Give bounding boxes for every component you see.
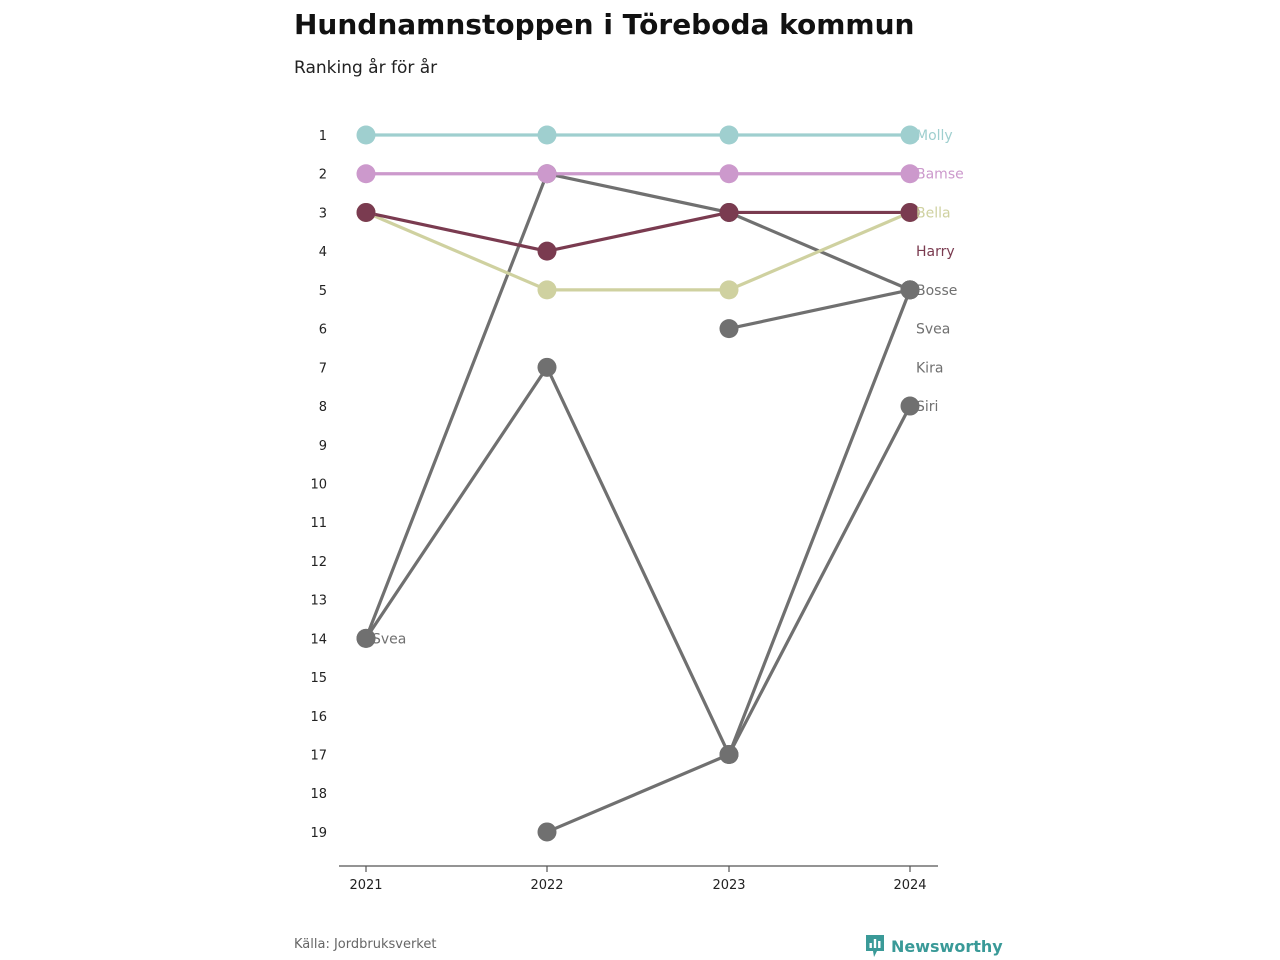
data-point-siri: [719, 745, 739, 765]
chart-title: Hundnamnstoppen i Töreboda kommun: [294, 8, 915, 41]
brand-logo: Newsworthy: [865, 934, 1003, 958]
y-tick-label: 18: [310, 787, 327, 802]
end-label-svea: Svea: [916, 322, 950, 338]
data-point-harry: [356, 202, 376, 222]
series-line-harry: [364, 210, 912, 253]
y-tick-label: 17: [310, 749, 327, 764]
end-label-bamse: Bamse: [916, 167, 964, 183]
series-line-siri: [364, 365, 912, 757]
y-tick-label: 12: [310, 555, 327, 570]
data-point-kira: [900, 280, 920, 300]
data-point-harry: [537, 241, 557, 261]
data-point-bella: [719, 280, 739, 300]
source-note: Källa: Jordbruksverket: [294, 937, 437, 952]
data-point-svea: [719, 319, 739, 339]
data-point-kira: [537, 822, 557, 842]
data-point-harry: [719, 202, 739, 222]
newsworthy-logo-icon: [866, 935, 884, 957]
data-point-bamse: [719, 164, 739, 184]
data-point-siri: [356, 628, 376, 648]
data-point-molly: [537, 125, 557, 145]
y-tick-label: 8: [319, 400, 327, 415]
y-tick-label: 10: [310, 477, 327, 492]
end-label-harry: Harry: [916, 244, 955, 260]
series-line-bosse: [364, 172, 912, 640]
y-tick-label: 2: [319, 168, 327, 183]
y-tick-label: 5: [319, 284, 327, 299]
data-point-bamse: [356, 164, 376, 184]
data-point-bella: [537, 280, 557, 300]
x-tick-label: 2024: [893, 878, 926, 893]
y-tick-label: 14: [310, 632, 327, 647]
data-point-siri: [900, 396, 920, 416]
y-tick-label: 16: [310, 710, 327, 725]
y-tick-label: 19: [310, 826, 327, 841]
series-line-svea: [727, 288, 912, 331]
y-tick-label: 6: [319, 323, 327, 338]
x-tick-label: 2021: [349, 878, 382, 893]
end-label-kira: Kira: [916, 360, 943, 376]
x-tick-label: 2022: [530, 878, 563, 893]
y-tick-label: 4: [319, 245, 327, 260]
y-tick-label: 9: [319, 439, 327, 454]
y-tick-label: 11: [310, 516, 327, 531]
data-point-molly: [900, 125, 920, 145]
data-point-bamse: [537, 164, 557, 184]
end-label-siri: Siri: [916, 399, 938, 415]
y-tick-label: 1: [319, 129, 327, 144]
data-point-bamse: [900, 164, 920, 184]
y-tick-label: 13: [310, 594, 327, 609]
y-tick-label: 7: [319, 361, 327, 376]
end-label-bosse: Bosse: [916, 283, 957, 299]
y-tick-label: 3: [319, 206, 327, 221]
x-tick-label: 2023: [712, 878, 745, 893]
data-point-siri: [537, 357, 557, 377]
y-tick-label: 15: [310, 671, 327, 686]
end-label-molly: Molly: [916, 128, 953, 144]
data-point-harry: [900, 202, 920, 222]
data-point-molly: [719, 125, 739, 145]
start-label-svea: Svea: [372, 631, 406, 647]
chart-subtitle: Ranking år för år: [294, 58, 438, 78]
end-label-bella: Bella: [916, 205, 951, 221]
series-line-bella: [364, 210, 912, 292]
brand-name: Newsworthy: [891, 936, 1003, 956]
data-point-molly: [356, 125, 376, 145]
